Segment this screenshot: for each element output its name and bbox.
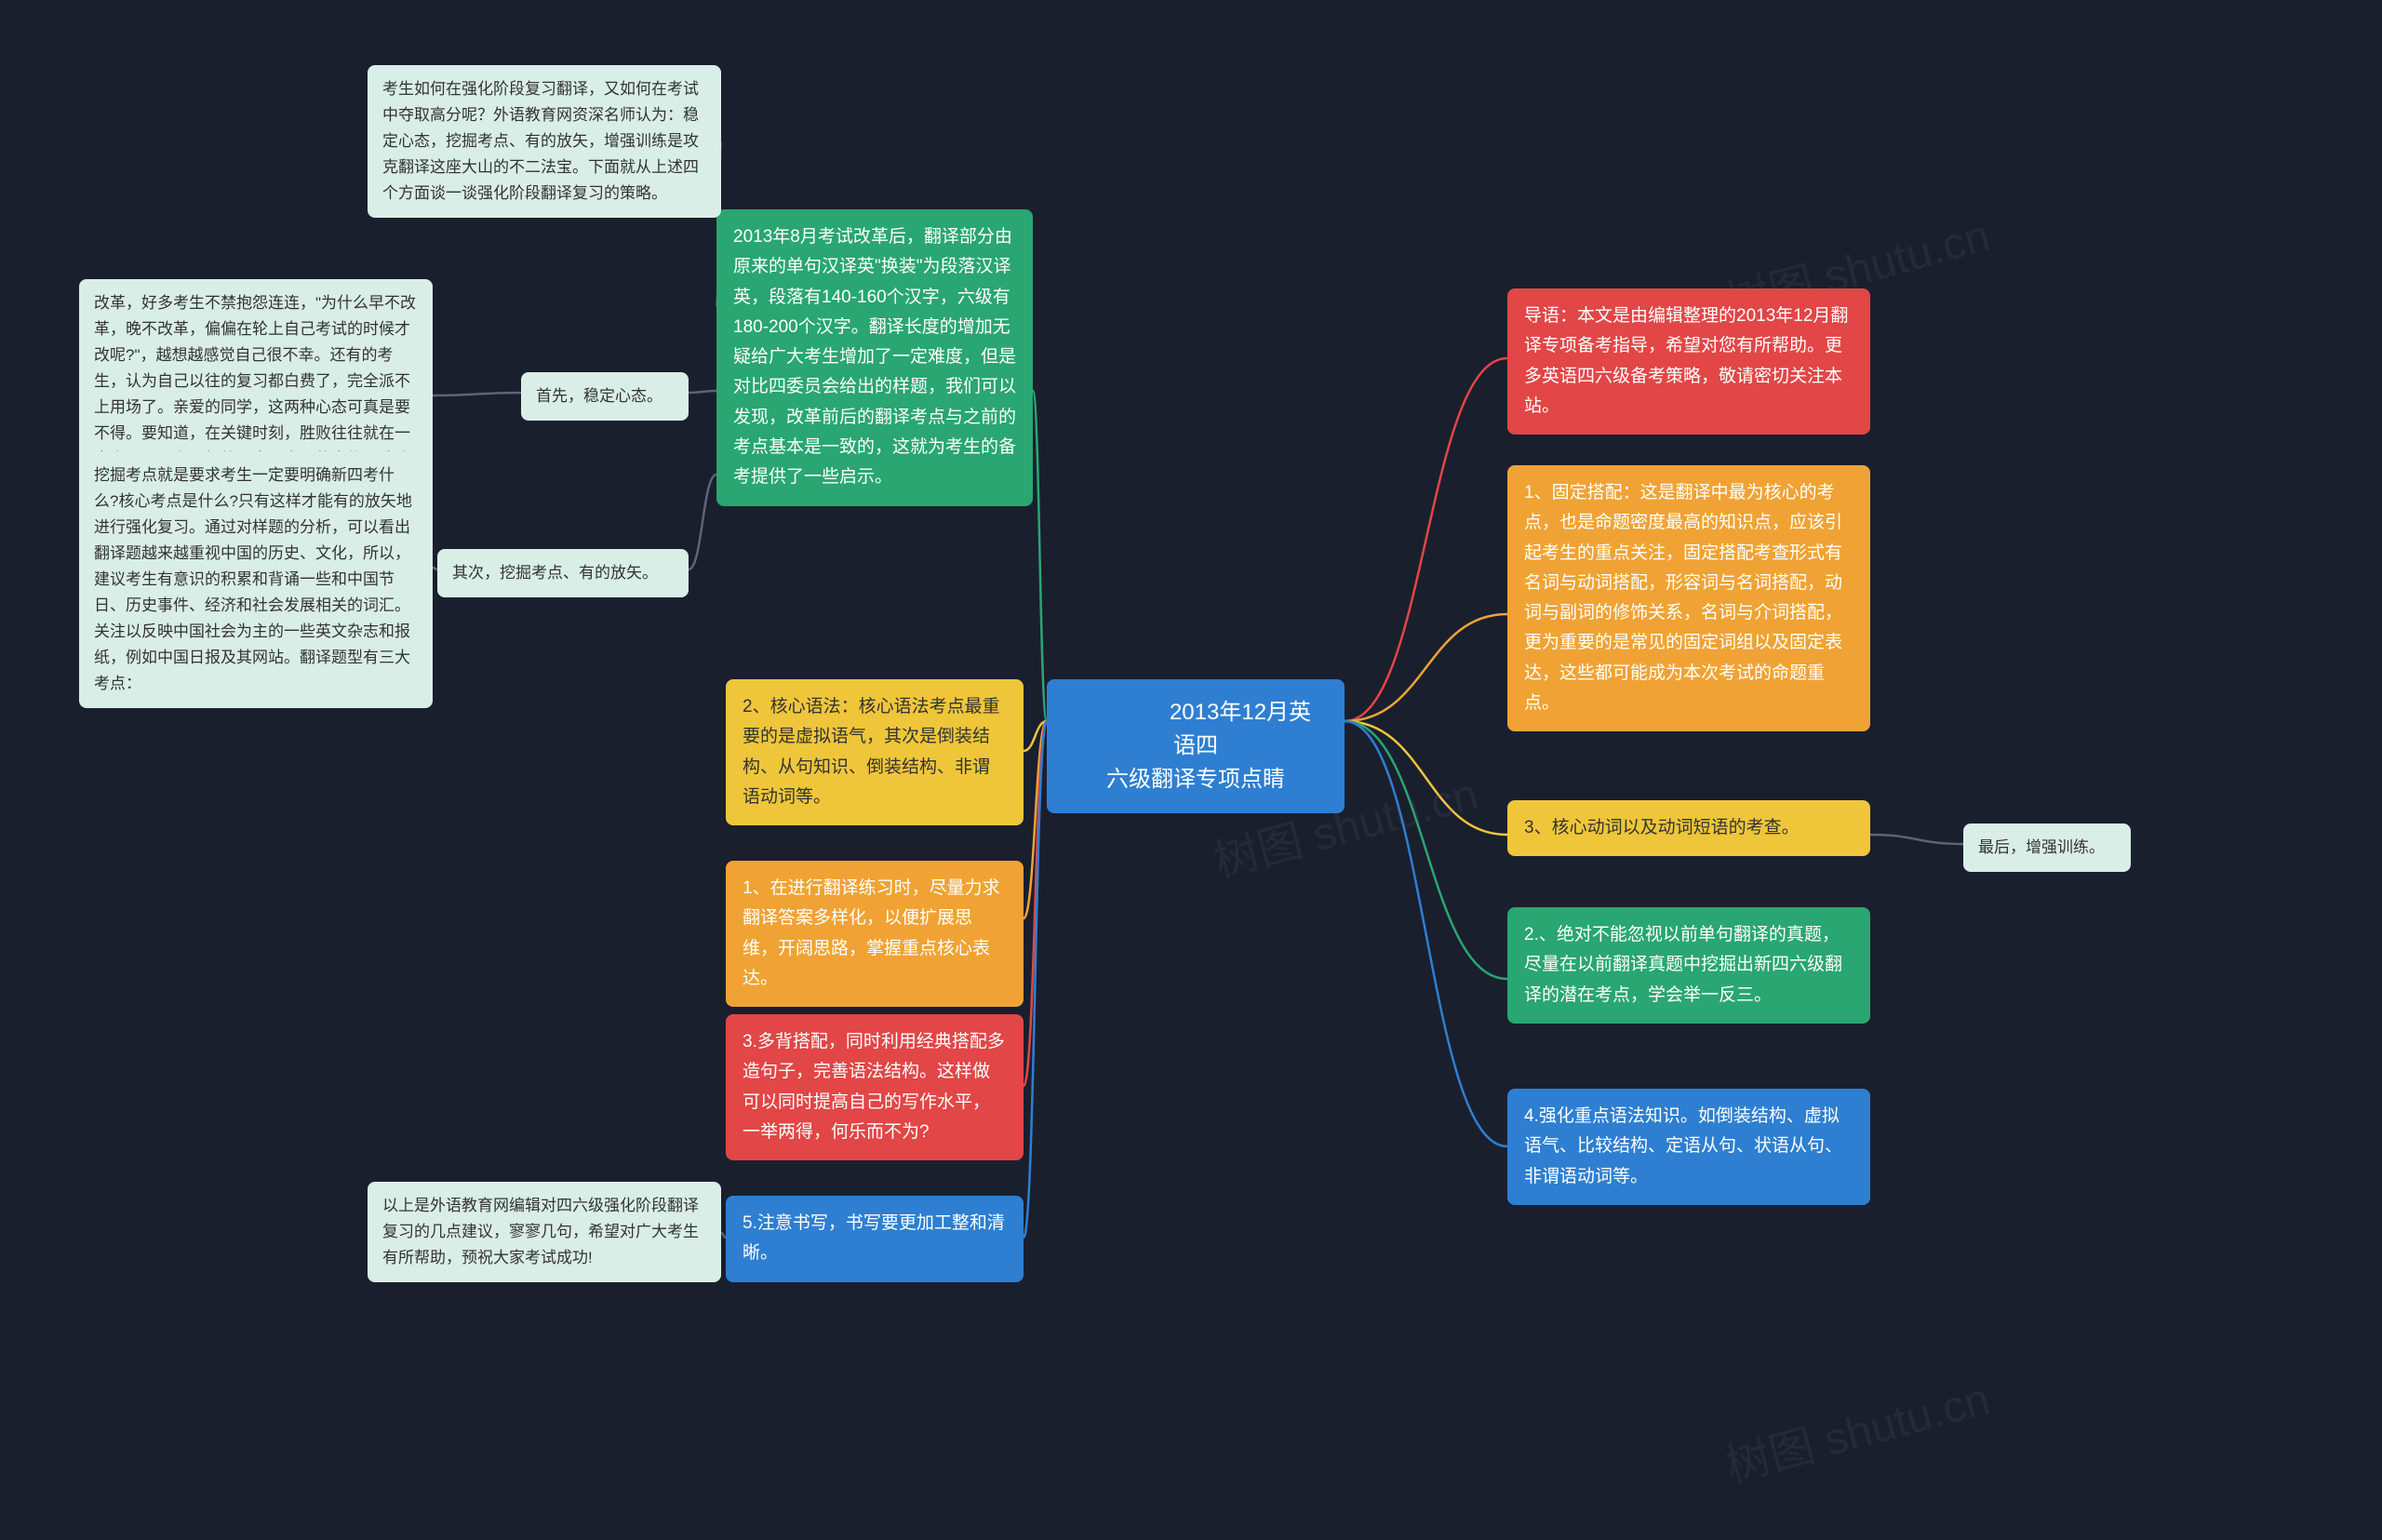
sub-node-s2: 其次，挖掘考点、有的放矢。 bbox=[437, 549, 689, 597]
connector-root-l1 bbox=[1033, 391, 1047, 721]
right-node-r2: 1、固定搭配：这是翻译中最为核心的考点，也是命题密度最高的知识点，应该引起考生的… bbox=[1507, 465, 1870, 731]
root-node: 2013年12月英语四 六级翻译专项点睛 bbox=[1047, 679, 1345, 813]
connector-l1-s1 bbox=[689, 391, 716, 393]
right-node-r4: 2.、绝对不能忽视以前单句翻译的真题，尽量在以前翻译真题中挖掘出新四六级翻译的潜… bbox=[1507, 907, 1870, 1024]
left-node-l2: 2、核心语法：核心语法考点最重要的是虚拟语气，其次是倒装结构、从句知识、倒装结构… bbox=[726, 679, 1024, 825]
connector-root-l5 bbox=[1024, 721, 1047, 1238]
right-node-r5: 4.强化重点语法知识。如倒装结构、虚拟语气、比较结构、定语从句、状语从句、非谓语… bbox=[1507, 1089, 1870, 1205]
detail-node-d4: 以上是外语教育网编辑对四六级强化阶段翻译复习的几点建议，寥寥几句，希望对广大考生… bbox=[368, 1182, 721, 1282]
right-node-r1: 导语：本文是由编辑整理的2013年12月翻译专项备考指导，希望对您有所帮助。更多… bbox=[1507, 288, 1870, 435]
detail-node-d1: 考生如何在强化阶段复习翻译，又如何在考试中夺取高分呢？外语教育网资深名师认为：稳… bbox=[368, 65, 721, 218]
sub-node-s1: 首先，稳定心态。 bbox=[521, 372, 689, 421]
connector-root-r2 bbox=[1345, 614, 1507, 721]
connector-root-l4 bbox=[1024, 721, 1047, 1086]
watermark: 树图 shutu.cn bbox=[1718, 1362, 1996, 1495]
connector-root-r5 bbox=[1345, 721, 1507, 1146]
left-node-l1: 2013年8月考试改革后，翻译部分由原来的单句汉译英"换装"为段落汉译英，段落有… bbox=[716, 209, 1033, 506]
left-node-l3: 1、在进行翻译练习时，尽量力求翻译答案多样化，以便扩展思维，开阔思路，掌握重点核… bbox=[726, 861, 1024, 1007]
connector-root-r4 bbox=[1345, 721, 1507, 979]
left-node-l4: 3.多背搭配，同时利用经典搭配多造句子，完善语法结构。这样做可以同时提高自己的写… bbox=[726, 1014, 1024, 1160]
detail-node-d3: 挖掘考点就是要求考生一定要明确新四考什么?核心考点是什么?只有这样才能有的放矢地… bbox=[79, 451, 433, 708]
right-node-r3: 3、核心动词以及动词短语的考查。 bbox=[1507, 800, 1870, 856]
connector-root-l2 bbox=[1024, 721, 1047, 751]
leaf-node-rl1: 最后，增强训练。 bbox=[1963, 824, 2131, 872]
connector-r3-rl1 bbox=[1870, 835, 1963, 844]
connector-s1-d2 bbox=[433, 393, 521, 395]
connector-root-r3 bbox=[1345, 721, 1507, 835]
left-node-l5: 5.注意书写，书写要更加工整和清晰。 bbox=[726, 1196, 1024, 1282]
connector-l1-s2 bbox=[689, 475, 716, 569]
connector-root-l3 bbox=[1024, 721, 1047, 918]
connector-root-r1 bbox=[1345, 358, 1507, 721]
